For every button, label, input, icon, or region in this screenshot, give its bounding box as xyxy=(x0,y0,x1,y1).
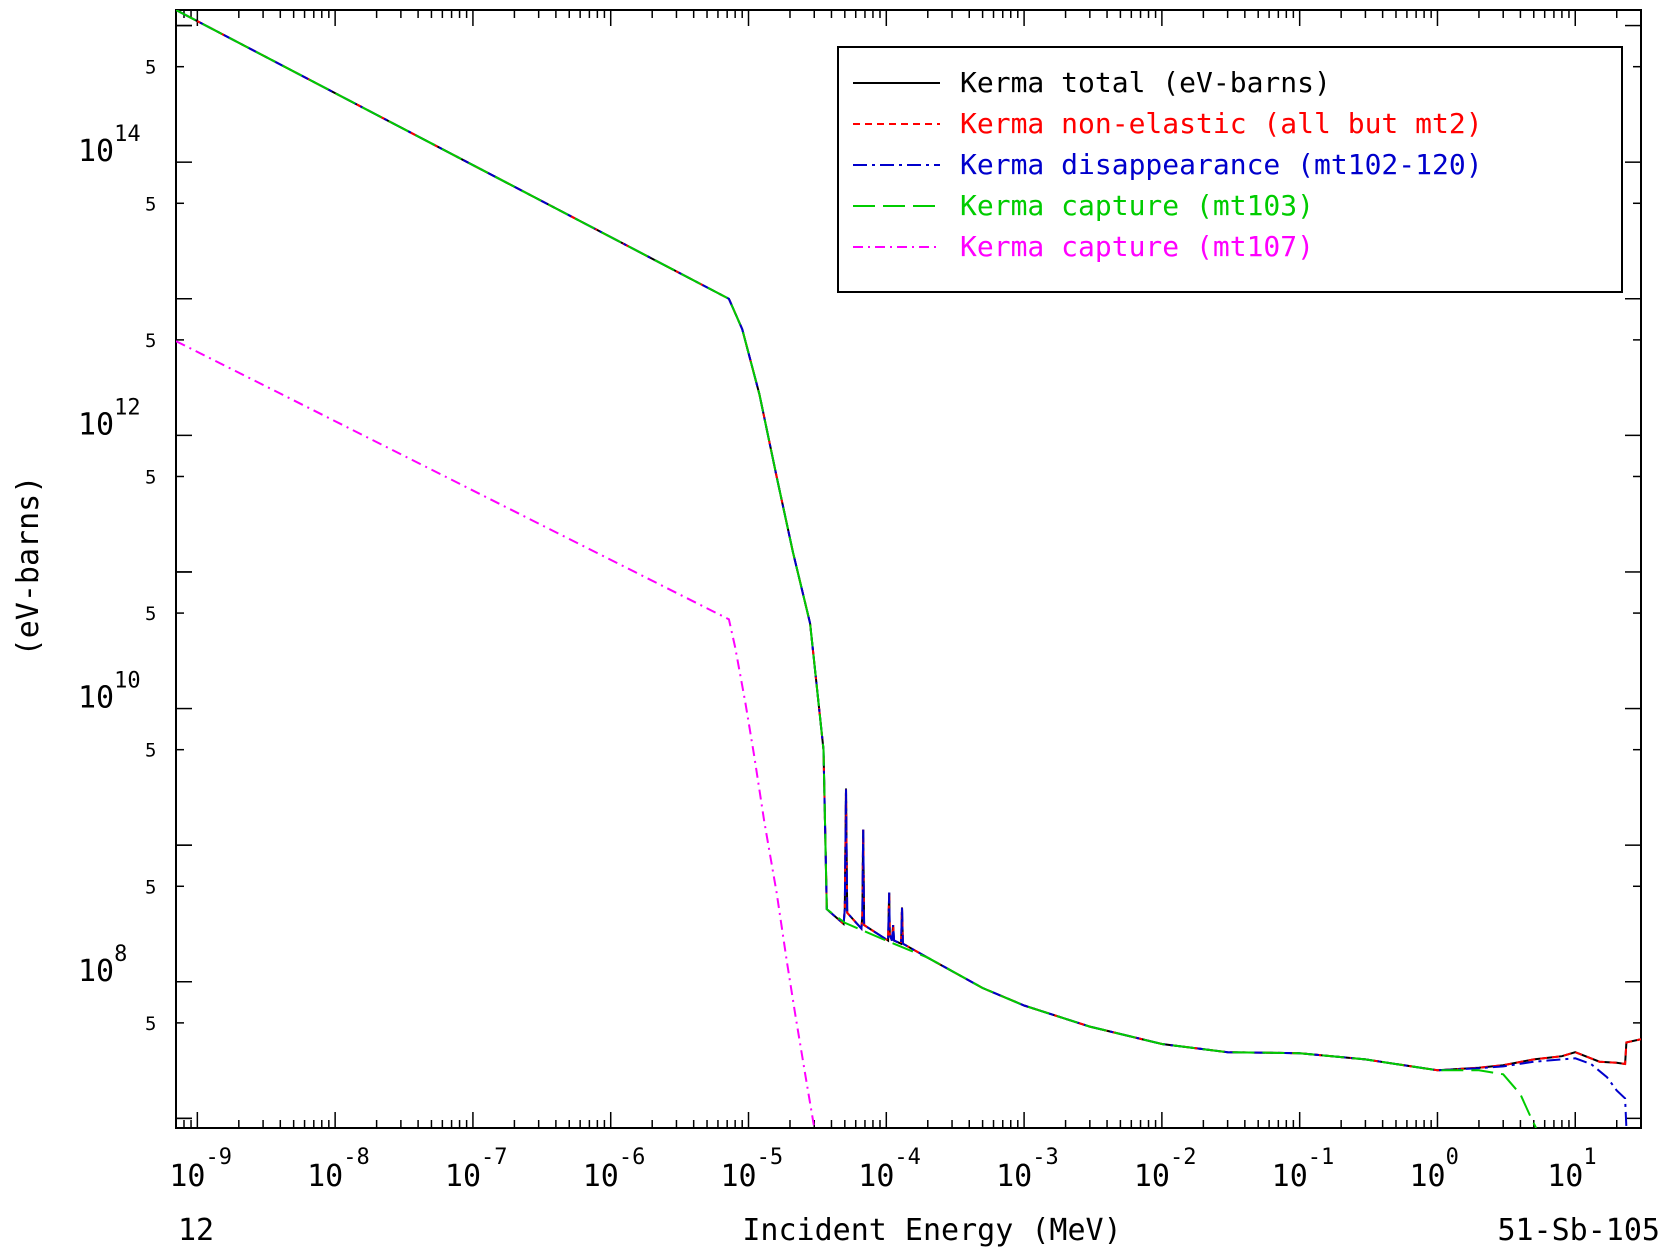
legend-label: Kerma total (eV-barns) xyxy=(960,66,1331,99)
x-tick-label: 10-9 xyxy=(169,1145,232,1194)
y-axis-label: (eV-barns) xyxy=(11,476,46,657)
legend-label: Kerma non-elastic (all but mt2) xyxy=(960,107,1483,140)
x-tick-label: 10-3 xyxy=(996,1145,1059,1194)
x-tick-exponent: -3 xyxy=(1032,1145,1059,1170)
x-tick-exponent: -8 xyxy=(343,1145,370,1170)
y-tick-exponent: 14 xyxy=(114,122,141,147)
y-tick-exponent: 12 xyxy=(114,395,141,420)
x-tick-label: 10-1 xyxy=(1272,1145,1335,1194)
series-line-3 xyxy=(176,10,1628,1128)
y-minor-tick-label: 5 xyxy=(145,57,156,79)
x-tick-label: 101 xyxy=(1547,1145,1596,1194)
x-tick-exponent: -7 xyxy=(481,1145,508,1170)
series-group xyxy=(176,10,1641,1128)
legend: Kerma total (eV-barns) Kerma non-elastic … xyxy=(837,46,1623,293)
footer-right: 51-Sb-105 xyxy=(1497,1213,1660,1248)
x-tick-label: 10-6 xyxy=(583,1145,646,1194)
footer-left: 12 xyxy=(178,1213,214,1248)
x-tick-exponent: -6 xyxy=(619,1145,646,1170)
x-tick-exponent: -2 xyxy=(1170,1145,1197,1170)
x-tick-exponent: -9 xyxy=(205,1145,232,1170)
y-minor-tick-label: 5 xyxy=(145,193,156,215)
legend-box xyxy=(837,46,1623,293)
legend-label: Kerma capture (mt107) xyxy=(960,230,1314,263)
x-tick-label: 10-4 xyxy=(858,1145,921,1194)
x-tick-label: 10-7 xyxy=(445,1145,508,1194)
x-tick-exponent: -4 xyxy=(894,1145,921,1170)
y-tick-exponent: 8 xyxy=(114,942,127,967)
y-tick-label: 1014 xyxy=(78,122,141,169)
x-tick-label: 100 xyxy=(1409,1145,1458,1194)
x-tick-exponent: 0 xyxy=(1446,1145,1459,1170)
legend-label: Kerma capture (mt103) xyxy=(960,189,1314,222)
y-minor-tick-label: 5 xyxy=(145,876,156,898)
series-line-4 xyxy=(176,10,1537,1128)
legend-label: Kerma disappearance (mt102-120) xyxy=(960,148,1483,181)
y-tick-label: 1010 xyxy=(78,669,141,716)
y-tick-label: 108 xyxy=(78,942,127,989)
x-tick-label: 10-8 xyxy=(307,1145,370,1194)
x-axis-label: Incident Energy (MeV) xyxy=(742,1213,1121,1248)
y-minor-tick-label: 5 xyxy=(145,330,156,352)
x-tick-exponent: -5 xyxy=(757,1145,784,1170)
x-tick-exponent: 1 xyxy=(1583,1145,1596,1170)
series-line-5 xyxy=(176,340,816,1128)
y-minor-tick-label: 5 xyxy=(145,466,156,488)
plot-frame xyxy=(175,9,1642,1129)
y-minor-tick-label: 5 xyxy=(145,1013,156,1035)
y-tick-exponent: 10 xyxy=(114,669,141,694)
y-minor-tick-label: 5 xyxy=(145,740,156,762)
y-tick-label: 1012 xyxy=(78,395,141,442)
y-minor-tick-label: 5 xyxy=(145,603,156,625)
x-tick-label: 10-2 xyxy=(1134,1145,1197,1194)
x-tick-labels: 10-910-810-710-610-510-410-310-210-11001… xyxy=(169,1145,1596,1194)
x-tick-exponent: -1 xyxy=(1308,1145,1335,1170)
x-tick-label: 10-5 xyxy=(721,1145,784,1194)
